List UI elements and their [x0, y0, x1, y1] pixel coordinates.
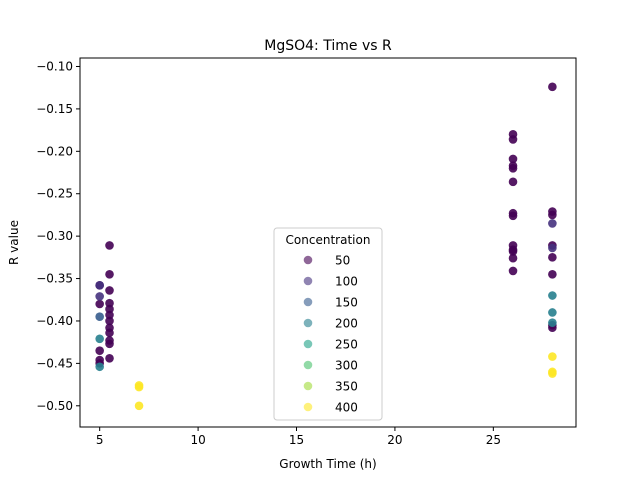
- y-axis: −0.10 −0.15 −0.20 −0.25 −0.30 −0.35 −0.40 −0.45…: [36, 59, 80, 413]
- data-point: [95, 299, 104, 309]
- data-point: [548, 291, 557, 300]
- data-point: [95, 292, 104, 301]
- data-point: [548, 308, 557, 317]
- y-tick-label: −0.40: [36, 314, 73, 328]
- data-point: [548, 270, 557, 279]
- y-axis-label: R value: [7, 220, 21, 265]
- y-tick-label: −0.35: [36, 272, 73, 286]
- data-point: [105, 241, 114, 250]
- data-point: [95, 346, 104, 355]
- legend-marker: [303, 360, 313, 370]
- data-point: [105, 286, 114, 295]
- x-tick-label: 25: [486, 433, 501, 447]
- data-point: [105, 304, 114, 314]
- x-tick-label: 20: [387, 433, 402, 447]
- data-point: [105, 310, 114, 320]
- data-point: [548, 352, 557, 361]
- data-point: [105, 339, 114, 349]
- x-axis-label: Growth Time (h): [279, 457, 376, 471]
- y-tick-label: −0.20: [36, 144, 73, 158]
- data-points: [95, 82, 557, 411]
- data-point: [105, 270, 114, 279]
- y-tick-label: −0.30: [36, 229, 73, 243]
- legend: Concentration 50 100 150 200 250 300 350 400: [273, 227, 383, 421]
- data-point: [508, 266, 518, 276]
- legend-marker: [303, 276, 313, 286]
- data-point: [548, 210, 557, 220]
- legend-marker: [303, 339, 313, 349]
- data-point: [105, 353, 114, 363]
- data-point: [134, 401, 144, 411]
- data-point: [508, 211, 518, 221]
- data-point: [105, 298, 114, 308]
- y-tick-label: −0.45: [36, 356, 73, 370]
- legend-label: 400: [335, 401, 358, 415]
- legend-marker: [303, 318, 313, 328]
- legend-marker: [303, 255, 313, 265]
- legend-items: 50 100 150 200 250 300 350 400: [303, 254, 358, 415]
- x-axis: 5 10 15 20 25: [96, 427, 501, 447]
- data-point: [95, 362, 104, 372]
- x-tick-label: 5: [96, 433, 104, 447]
- data-point: [508, 247, 518, 256]
- data-point: [508, 177, 518, 187]
- data-point: [508, 163, 518, 173]
- y-tick-label: −0.50: [36, 399, 73, 413]
- data-point: [95, 334, 104, 344]
- y-tick-label: −0.25: [36, 187, 73, 201]
- x-tick-label: 15: [289, 433, 304, 447]
- legend-marker: [303, 381, 313, 391]
- legend-marker: [303, 297, 313, 307]
- x-tick-label: 10: [190, 433, 205, 447]
- legend-label: 350: [335, 380, 358, 394]
- data-point: [508, 135, 518, 144]
- legend-label: 200: [335, 317, 358, 331]
- legend-label: 250: [335, 338, 358, 352]
- data-point: [548, 243, 557, 253]
- y-tick-label: −0.10: [36, 59, 73, 73]
- data-point: [105, 316, 114, 326]
- plot-frame: [79, 57, 577, 428]
- data-point: [508, 154, 518, 164]
- y-tick-label: −0.15: [36, 102, 73, 116]
- legend-title: Concentration: [286, 233, 371, 247]
- data-point: [548, 253, 557, 262]
- data-point: [95, 281, 104, 290]
- legend-label: 150: [335, 296, 358, 310]
- legend-label: 300: [335, 359, 358, 373]
- data-point: [95, 312, 104, 322]
- data-point: [548, 369, 557, 378]
- data-point: [548, 318, 557, 327]
- data-point: [548, 219, 557, 228]
- legend-box: [273, 227, 383, 421]
- legend-marker: [303, 402, 313, 412]
- legend-label: 100: [335, 275, 358, 289]
- data-point: [134, 382, 144, 392]
- data-point: [548, 82, 557, 92]
- chart-title: MgSO4: Time vs R: [264, 38, 392, 54]
- data-point: [105, 328, 114, 338]
- data-point: [508, 253, 518, 263]
- legend-label: 50: [335, 254, 350, 268]
